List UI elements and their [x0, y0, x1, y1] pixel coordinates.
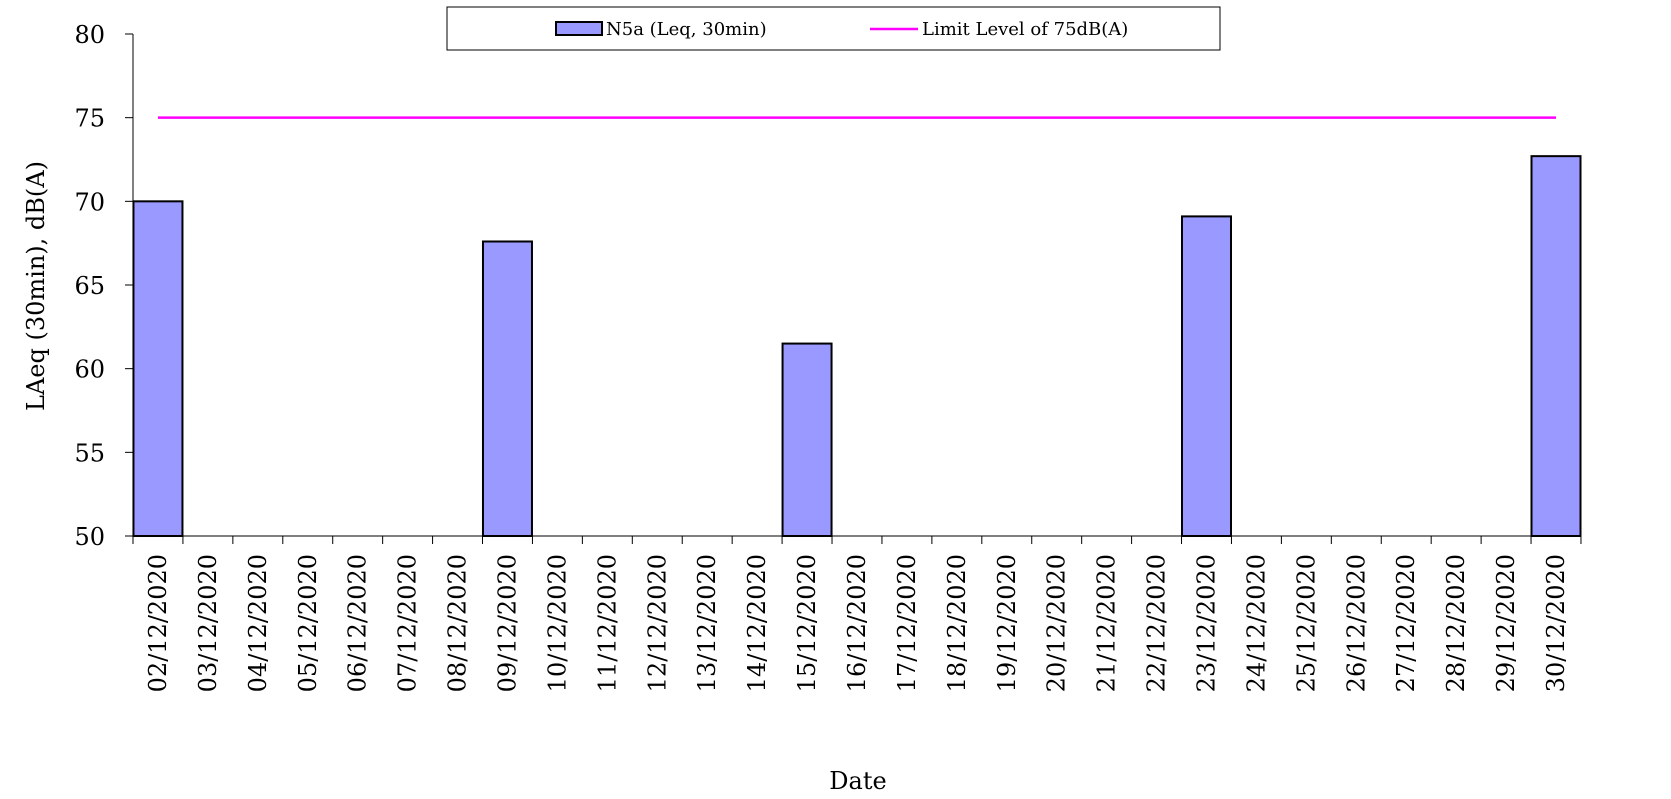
x-axis: 02/12/2020 03/12/2020 04/12/2020 05/12/2020…	[132, 535, 1582, 692]
y-axis-title: LAeq (30min), dB(A)	[22, 161, 50, 411]
y-tick-label: 55	[74, 439, 105, 467]
x-tick-label: 24/12/2020	[1242, 554, 1270, 692]
x-tick-label: 14/12/2020	[743, 554, 771, 692]
x-tick-label: 03/12/2020	[194, 554, 222, 692]
x-tick-label: 21/12/2020	[1093, 554, 1121, 692]
x-tick-label: 13/12/2020	[693, 554, 721, 692]
bar	[481, 240, 533, 537]
x-tick-label: 08/12/2020	[444, 554, 472, 692]
x-tick-label: 23/12/2020	[1192, 554, 1220, 692]
x-tick-label: 06/12/2020	[344, 554, 372, 692]
y-tick-label: 70	[74, 188, 105, 216]
legend-label-limit: Limit Level of 75dB(A)	[922, 19, 1128, 40]
bar	[132, 200, 184, 537]
x-tick-label: 28/12/2020	[1442, 554, 1470, 692]
x-tick-label: 19/12/2020	[993, 554, 1021, 692]
bar	[781, 342, 833, 538]
y-tick-label: 65	[74, 272, 105, 300]
x-tick-label: 15/12/2020	[793, 554, 821, 692]
x-tick-label: 20/12/2020	[1043, 554, 1071, 692]
x-tick-label: 29/12/2020	[1492, 554, 1520, 692]
x-tick-label: 16/12/2020	[843, 554, 871, 692]
y-tick-label: 75	[74, 105, 105, 133]
x-tick-label: 05/12/2020	[294, 554, 322, 692]
x-tick-label: 04/12/2020	[244, 554, 272, 692]
x-tick-label: 09/12/2020	[493, 554, 521, 692]
bar	[1180, 215, 1232, 537]
x-tick-label: 26/12/2020	[1342, 554, 1370, 692]
legend: N5a (Leq, 30min) Limit Level of 75dB(A)	[446, 6, 1221, 51]
x-tick-label: 18/12/2020	[943, 554, 971, 692]
legend-swatch-n5a	[555, 21, 603, 36]
bar	[1530, 155, 1582, 538]
x-tick-label: 11/12/2020	[593, 554, 621, 692]
x-tick-label: 12/12/2020	[643, 554, 671, 692]
x-tick-label: 25/12/2020	[1292, 554, 1320, 692]
y-tick-label: 50	[74, 523, 105, 551]
plot-area	[132, 116, 1582, 538]
legend-label-n5a: N5a (Leq, 30min)	[606, 19, 767, 40]
x-tick-label: 30/12/2020	[1542, 554, 1570, 692]
y-tick-label: 60	[74, 356, 105, 384]
x-tick-label: 17/12/2020	[893, 554, 921, 692]
x-tick-label: 02/12/2020	[144, 554, 172, 692]
x-axis-title: Date	[829, 767, 886, 795]
x-tick-label: 10/12/2020	[543, 554, 571, 692]
y-tick-label: 80	[74, 21, 105, 49]
x-tick-label: 07/12/2020	[394, 554, 422, 692]
y-axis: 50 55 60 65 70 75 80	[74, 21, 134, 551]
x-tick-label: 27/12/2020	[1392, 554, 1420, 692]
x-tick-label: 22/12/2020	[1143, 554, 1171, 692]
